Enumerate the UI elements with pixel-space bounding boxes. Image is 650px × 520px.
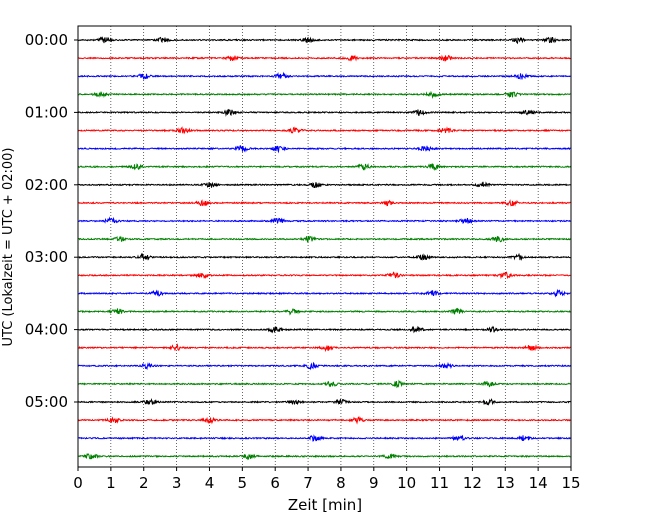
x-tick-label: 10 bbox=[397, 474, 416, 492]
x-tick-label: 4 bbox=[205, 474, 215, 492]
trace-0415 bbox=[78, 343, 571, 353]
y-tick-label: 02:00 bbox=[25, 176, 68, 194]
x-tick-label: 5 bbox=[238, 474, 248, 492]
trace-0445 bbox=[78, 379, 571, 389]
x-axis-label: Zeit [min] bbox=[288, 496, 362, 514]
trace-0545 bbox=[78, 453, 571, 461]
trace-0245 bbox=[78, 235, 571, 243]
x-tick-label: 11 bbox=[430, 474, 449, 492]
trace-0015 bbox=[78, 54, 571, 62]
x-tick-label: 2 bbox=[139, 474, 149, 492]
x-tick-label: 14 bbox=[529, 474, 548, 492]
x-tick-label: 9 bbox=[369, 474, 379, 492]
trace-0215 bbox=[78, 199, 571, 207]
trace-0100 bbox=[78, 108, 571, 117]
trace-0330 bbox=[78, 288, 571, 298]
trace-0315 bbox=[78, 271, 571, 280]
x-axis-ticks: 0 1 2 3 4 5 6 7 8 9 10 11 12 13 14 15 bbox=[73, 467, 581, 492]
y-axis-ticks: 00:00 01:00 02:00 03:00 04:00 05:00 bbox=[25, 31, 78, 411]
trace-0200 bbox=[78, 181, 571, 189]
x-tick-label: 8 bbox=[336, 474, 346, 492]
y-tick-label: 04:00 bbox=[25, 321, 68, 339]
trace-0030 bbox=[78, 71, 571, 80]
trace-0515 bbox=[78, 416, 571, 425]
x-tick-label: 15 bbox=[561, 474, 580, 492]
trace-0115 bbox=[78, 126, 571, 135]
y-tick-label: 05:00 bbox=[25, 393, 68, 411]
trace-0145 bbox=[78, 162, 571, 171]
x-tick-label: 12 bbox=[463, 474, 482, 492]
trace-0530 bbox=[78, 434, 571, 442]
trace-0000 bbox=[78, 36, 571, 45]
seismic-traces bbox=[78, 36, 571, 461]
x-tick-label: 7 bbox=[303, 474, 313, 492]
y-tick-label: 03:00 bbox=[25, 248, 68, 266]
x-tick-label: 0 bbox=[73, 474, 83, 492]
trace-0430 bbox=[78, 361, 571, 371]
x-tick-label: 13 bbox=[496, 474, 515, 492]
y-tick-label: 01:00 bbox=[25, 103, 68, 121]
trace-0130 bbox=[78, 145, 571, 154]
plot-frame bbox=[77, 25, 572, 468]
x-tick-label: 3 bbox=[172, 474, 182, 492]
y-axis-label: UTC (Lokalzeit = UTC + 02:00) bbox=[1, 148, 16, 347]
x-tick-label: 6 bbox=[270, 474, 280, 492]
trace-0400 bbox=[78, 325, 571, 334]
trace-0345 bbox=[78, 307, 571, 316]
trace-0500 bbox=[78, 397, 571, 406]
trace-0300 bbox=[78, 252, 571, 261]
trace-0230 bbox=[78, 216, 571, 224]
trace-0045 bbox=[78, 90, 571, 100]
x-tick-label: 1 bbox=[106, 474, 116, 492]
y-tick-label: 00:00 bbox=[25, 31, 68, 49]
